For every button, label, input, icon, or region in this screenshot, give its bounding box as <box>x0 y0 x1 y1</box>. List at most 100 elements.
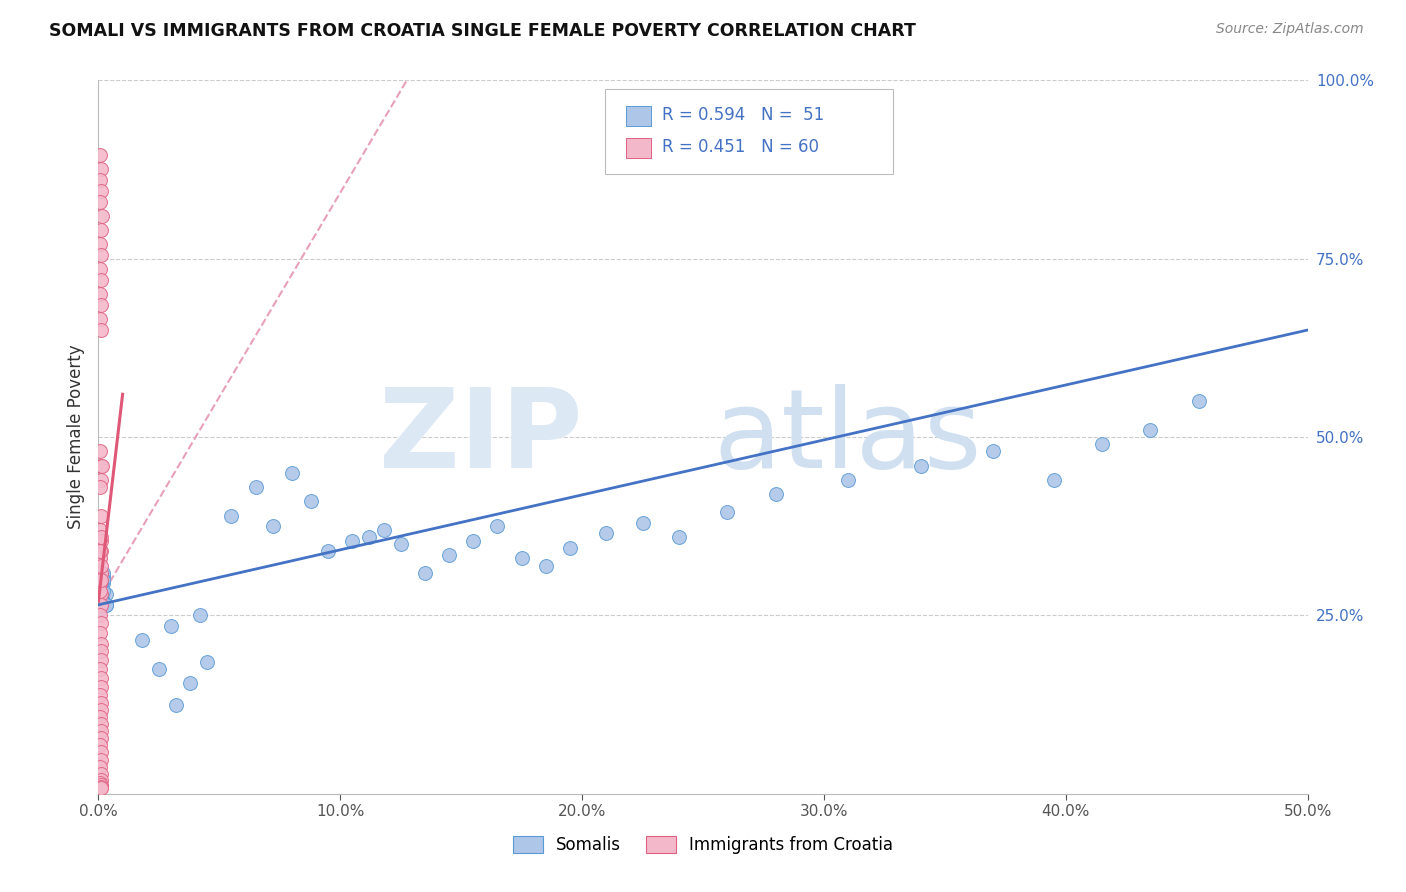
Point <box>90 530 112 544</box>
Point <box>89 760 111 774</box>
Point <box>90 184 112 198</box>
Point <box>90 696 112 710</box>
Point <box>179 676 201 690</box>
Point <box>910 458 932 473</box>
Point <box>716 505 738 519</box>
Point <box>90 780 112 794</box>
Point <box>91 583 114 598</box>
Point <box>91 573 114 587</box>
Point <box>90 778 112 792</box>
Point <box>94 598 117 612</box>
Point <box>89 523 111 537</box>
Point <box>1042 473 1064 487</box>
Point <box>765 487 787 501</box>
Point <box>463 533 485 548</box>
Point <box>89 148 111 162</box>
Point <box>90 781 112 796</box>
Point <box>90 753 112 767</box>
Text: R = 0.594   N =  51: R = 0.594 N = 51 <box>662 106 824 124</box>
Point <box>89 312 111 326</box>
Point <box>89 173 111 187</box>
Point <box>510 551 533 566</box>
Text: SOMALI VS IMMIGRANTS FROM CROATIA SINGLE FEMALE POVERTY CORRELATION CHART: SOMALI VS IMMIGRANTS FROM CROATIA SINGLE… <box>49 22 917 40</box>
Point <box>89 262 111 277</box>
Point <box>91 576 114 591</box>
Point <box>90 298 112 312</box>
Point <box>188 608 211 623</box>
Point <box>262 519 284 533</box>
Text: ZIP: ZIP <box>378 384 582 491</box>
Point <box>160 619 183 633</box>
Point <box>90 576 112 591</box>
Legend: Somalis, Immigrants from Croatia: Somalis, Immigrants from Croatia <box>506 829 900 861</box>
Point <box>89 583 111 598</box>
Point <box>90 583 112 598</box>
Text: R = 0.451   N = 60: R = 0.451 N = 60 <box>662 138 820 156</box>
Point <box>90 591 112 605</box>
Point <box>90 746 112 760</box>
Point <box>90 580 112 594</box>
Point <box>437 548 460 562</box>
Point <box>90 637 112 651</box>
Point <box>90 644 112 658</box>
Point <box>90 615 112 630</box>
Point <box>534 558 557 573</box>
Point <box>221 508 243 523</box>
Point <box>89 608 111 623</box>
Point <box>131 633 153 648</box>
Point <box>1188 394 1211 409</box>
Point <box>89 551 111 566</box>
Point <box>89 626 111 640</box>
Point <box>89 444 111 458</box>
Point <box>89 194 111 209</box>
Point <box>89 710 111 724</box>
Point <box>359 530 381 544</box>
Point <box>281 466 304 480</box>
Point <box>90 544 112 558</box>
Point <box>89 576 111 591</box>
Point <box>94 598 117 612</box>
Point <box>90 558 112 573</box>
Point <box>90 473 112 487</box>
Point <box>837 473 859 487</box>
Point <box>90 601 112 615</box>
Point <box>91 458 114 473</box>
Point <box>90 671 112 685</box>
Point <box>195 655 218 669</box>
Point <box>389 537 412 551</box>
Text: atlas: atlas <box>714 384 983 491</box>
Point <box>595 526 617 541</box>
Point <box>486 519 509 533</box>
Point <box>1091 437 1114 451</box>
Point <box>631 516 654 530</box>
Point <box>90 323 112 337</box>
Point <box>90 772 112 787</box>
Point <box>90 680 112 694</box>
Point <box>90 573 112 587</box>
Point <box>90 767 112 781</box>
Point <box>89 480 111 494</box>
Point <box>90 598 112 612</box>
Point <box>342 533 364 548</box>
Point <box>94 587 117 601</box>
Point <box>91 594 114 608</box>
Point <box>89 739 111 753</box>
Point <box>89 776 111 790</box>
Point <box>373 523 395 537</box>
Point <box>245 480 267 494</box>
Point <box>90 458 112 473</box>
Point <box>981 444 1004 458</box>
Point <box>668 530 690 544</box>
Point <box>90 703 112 717</box>
Point <box>90 724 112 739</box>
Point <box>90 508 112 523</box>
Point <box>90 566 112 580</box>
Point <box>90 731 112 746</box>
Point <box>89 662 111 676</box>
Y-axis label: Single Female Poverty: Single Female Poverty <box>66 345 84 529</box>
Point <box>89 237 111 252</box>
Point <box>90 248 112 262</box>
Point <box>90 653 112 667</box>
Point <box>91 569 114 583</box>
Point <box>89 689 111 703</box>
